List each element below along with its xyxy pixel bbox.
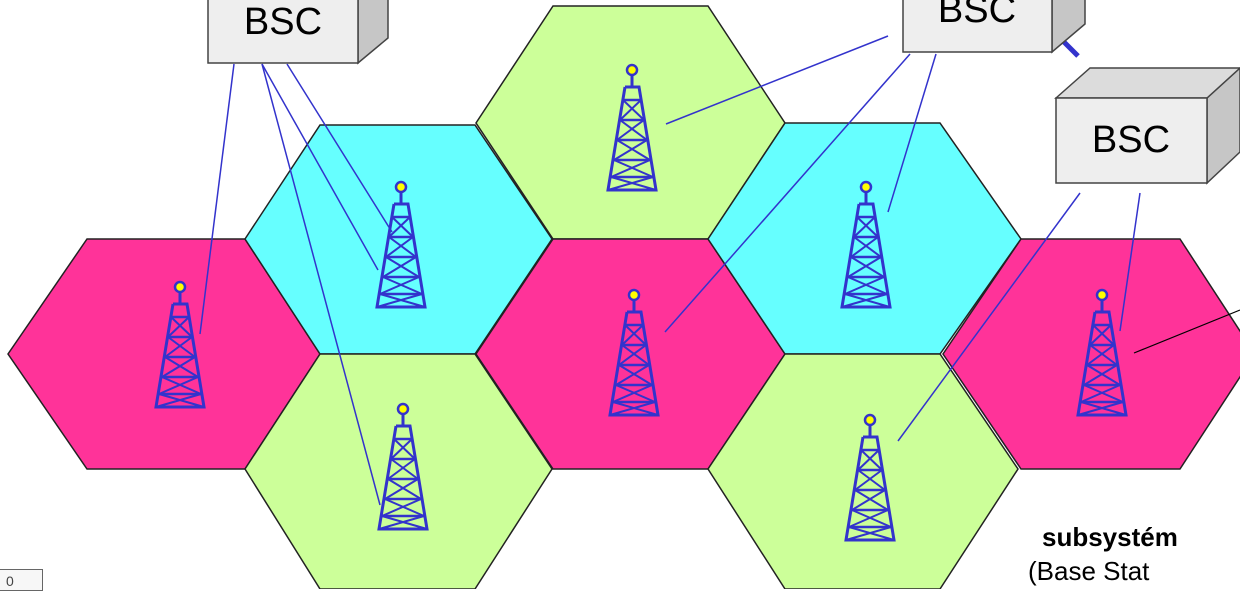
caption-subtitle: (Base Stat [1028, 556, 1150, 586]
link-bsc2-center [664, 53, 911, 333]
link-bsc3-southeast [897, 192, 1081, 442]
link-bsc1-northwest-b [286, 63, 393, 233]
bsc-box-3: BSC [1054, 66, 1240, 185]
page-number: 0 [0, 569, 43, 591]
cell-southeast [707, 353, 1019, 589]
cell-east [942, 238, 1240, 470]
bsc-label-2: BSC [938, 0, 1016, 31]
link-bsc2-northeast [887, 53, 937, 213]
bsc-box-2: BSC [902, 0, 1086, 54]
pointer-line [1133, 309, 1240, 354]
bsc-label-3: BSC [1092, 119, 1170, 161]
link-bsc1-west [199, 63, 235, 335]
caption-title: subsystém [1042, 522, 1178, 552]
link-bsc1-southwest [261, 63, 381, 506]
bsc-box-1: BSC [207, 0, 389, 65]
bsc-label-1: BSC [244, 1, 322, 43]
link-layer [199, 35, 1141, 506]
link-bsc1-northwest-a [261, 63, 379, 271]
link-bsc2-bsc3 [1060, 38, 1080, 58]
link-bsc2-north [665, 35, 889, 125]
link-bsc3-east [1119, 192, 1141, 332]
